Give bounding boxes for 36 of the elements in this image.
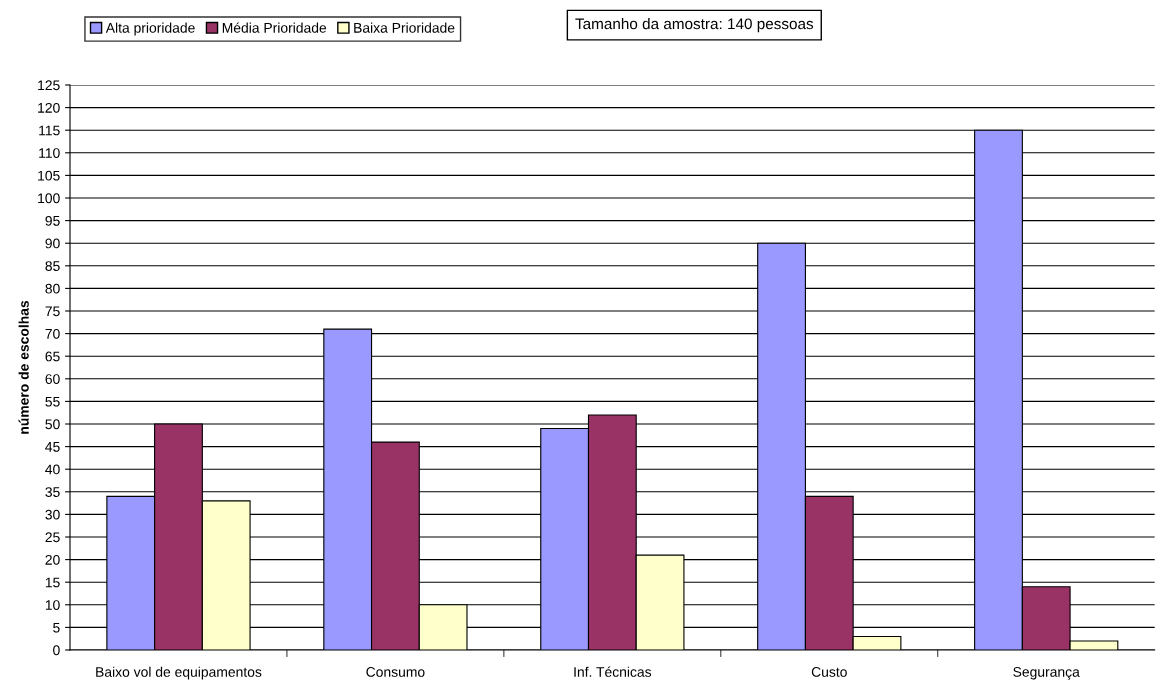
y-tick-label: 55 — [45, 396, 60, 407]
y-tick-label: 115 — [39, 125, 60, 136]
legend-label: Média Prioridade — [222, 22, 327, 33]
y-tick-label: 105 — [38, 170, 60, 181]
legend-label: Alta prioridade — [105, 22, 195, 36]
x-tick-label: Consumo — [366, 667, 425, 677]
y-tick-label: 15 — [45, 577, 60, 588]
legend-label: Baixa Prioridade — [354, 22, 455, 33]
y-tick-label: 60 — [45, 374, 60, 384]
y-tick-label: 30 — [45, 509, 60, 520]
x-tick-label: Inf. Técnicas — [574, 666, 652, 677]
y-tick-label: 70 — [45, 328, 60, 339]
y-tick-label: 45 — [45, 442, 60, 452]
x-tick-label: Segurança — [1013, 666, 1080, 680]
y-axis-title: número de escolhas — [18, 300, 29, 434]
y-tick-label: 85 — [45, 261, 60, 271]
y-tick-label: 10 — [45, 600, 60, 610]
text: Tamanho da amostra: 140 pessoas — [575, 18, 814, 33]
y-tick-label: 110 — [39, 148, 60, 158]
y-tick-label: 0 — [53, 645, 60, 656]
y-tick-label: 80 — [45, 283, 60, 294]
y-tick-label: 40 — [45, 464, 60, 475]
x-tick-label: Custo — [811, 667, 847, 677]
y-tick-label: 90 — [45, 238, 60, 249]
y-tick-label: 35 — [45, 487, 60, 497]
y-tick-label: 50 — [45, 419, 60, 430]
y-tick-label: 125 — [38, 80, 60, 91]
x-tick-label: Baixo vol de equipamentos — [96, 666, 262, 680]
y-tick-label: 120 — [38, 102, 60, 113]
y-tick-label: 100 — [38, 193, 60, 204]
y-tick-label: 65 — [45, 351, 60, 362]
y-tick-label: 5 — [53, 622, 60, 633]
y-tick-label: 20 — [45, 554, 60, 565]
y-tick-label: 95 — [45, 215, 60, 226]
y-tick-label: 75 — [45, 306, 60, 317]
y-tick-label: 25 — [45, 532, 60, 543]
